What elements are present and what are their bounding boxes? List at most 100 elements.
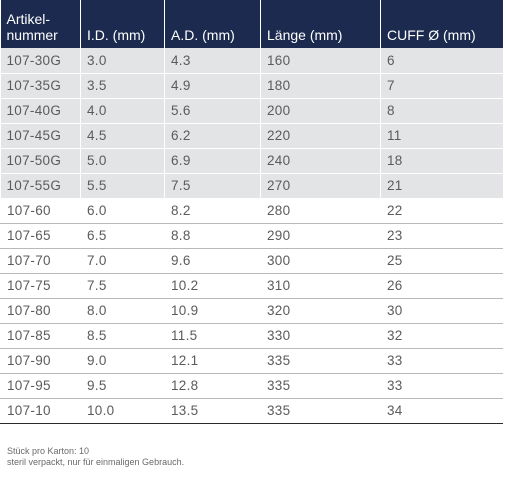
cell-inner-diameter: 10.0 — [80, 398, 165, 424]
header-inner-diameter: I.D. (mm) — [80, 0, 165, 48]
header-article-number-line2: nummer — [6, 27, 58, 43]
table-header: Artikel- nummer I.D. (mm) A.D. (mm) Läng… — [0, 0, 503, 48]
table-row: 107-85 8.5 11.5 330 32 — [0, 323, 503, 349]
cell-article-number: 107-40G — [0, 98, 81, 124]
cell-inner-diameter: 6.5 — [80, 223, 165, 249]
cell-outer-diameter: 5.6 — [164, 98, 261, 124]
cell-cuff-diameter: 6 — [380, 48, 503, 74]
cell-inner-diameter: 5.0 — [80, 148, 165, 174]
cell-length: 310 — [260, 273, 381, 299]
table-row: 107-30G 3.0 4.3 160 6 — [0, 48, 503, 74]
header-article-number: Artikel- nummer — [0, 0, 81, 48]
cell-length: 280 — [260, 198, 381, 224]
cell-cuff-diameter: 25 — [380, 248, 503, 274]
cell-inner-diameter: 3.5 — [80, 73, 165, 99]
cell-outer-diameter: 10.9 — [164, 298, 261, 324]
cell-outer-diameter: 8.2 — [164, 198, 261, 224]
cell-inner-diameter: 7.0 — [80, 248, 165, 274]
cell-article-number: 107-10 — [0, 398, 81, 424]
cell-article-number: 107-75 — [0, 273, 81, 299]
cell-inner-diameter: 9.5 — [80, 373, 165, 399]
cell-cuff-diameter: 34 — [380, 398, 503, 424]
cell-article-number: 107-35G — [0, 73, 81, 99]
cell-inner-diameter: 5.5 — [80, 173, 165, 199]
table-row: 107-10 10.0 13.5 335 34 — [0, 398, 503, 424]
cell-length: 320 — [260, 298, 381, 324]
cell-article-number: 107-85 — [0, 323, 81, 349]
cell-article-number: 107-30G — [0, 48, 81, 74]
cell-article-number: 107-90 — [0, 348, 81, 374]
cell-length: 290 — [260, 223, 381, 249]
header-article-number-line1: Artikel- — [6, 11, 51, 27]
header-length: Länge (mm) — [260, 0, 381, 48]
footnote-sterile-single-use: steril verpackt, nur für einmaligen Gebr… — [7, 457, 185, 467]
cell-article-number: 107-55G — [0, 173, 81, 199]
cell-cuff-diameter: 33 — [380, 348, 503, 374]
cell-inner-diameter: 3.0 — [80, 48, 165, 74]
cell-cuff-diameter: 30 — [380, 298, 503, 324]
cell-article-number: 107-70 — [0, 248, 81, 274]
table-row: 107-45G 4.5 6.2 220 11 — [0, 123, 503, 149]
cell-article-number: 107-65 — [0, 223, 81, 249]
cell-cuff-diameter: 8 — [380, 98, 503, 124]
table-row: 107-75 7.5 10.2 310 26 — [0, 273, 503, 299]
cell-outer-diameter: 13.5 — [164, 398, 261, 424]
cell-cuff-diameter: 33 — [380, 373, 503, 399]
table-row: 107-40G 4.0 5.6 200 8 — [0, 98, 503, 124]
cell-length: 335 — [260, 373, 381, 399]
cell-outer-diameter: 9.6 — [164, 248, 261, 274]
cell-length: 240 — [260, 148, 381, 174]
cell-article-number: 107-45G — [0, 123, 81, 149]
cell-article-number: 107-80 — [0, 298, 81, 324]
header-row: Artikel- nummer I.D. (mm) A.D. (mm) Läng… — [0, 0, 503, 48]
cell-article-number: 107-95 — [0, 373, 81, 399]
cell-length: 270 — [260, 173, 381, 199]
cell-cuff-diameter: 22 — [380, 198, 503, 224]
table-row: 107-95 9.5 12.8 335 33 — [0, 373, 503, 399]
cell-cuff-diameter: 21 — [380, 173, 503, 199]
table-row: 107-55G 5.5 7.5 270 21 — [0, 173, 503, 199]
cell-outer-diameter: 11.5 — [164, 323, 261, 349]
cell-inner-diameter: 4.0 — [80, 98, 165, 124]
cell-length: 330 — [260, 323, 381, 349]
cell-cuff-diameter: 26 — [380, 273, 503, 299]
cell-length: 300 — [260, 248, 381, 274]
cell-article-number: 107-50G — [0, 148, 81, 174]
cell-outer-diameter: 12.1 — [164, 348, 261, 374]
cell-cuff-diameter: 7 — [380, 73, 503, 99]
cell-length: 220 — [260, 123, 381, 149]
table-row: 107-60 6.0 8.2 280 22 — [0, 198, 503, 224]
table-row: 107-80 8.0 10.9 320 30 — [0, 298, 503, 324]
footnote-units-per-box: Stück pro Karton: 10 — [7, 446, 90, 456]
header-outer-diameter: A.D. (mm) — [164, 0, 261, 48]
cell-outer-diameter: 4.9 — [164, 73, 261, 99]
cell-inner-diameter: 4.5 — [80, 123, 165, 149]
table-row: 107-90 9.0 12.1 335 33 — [0, 348, 503, 374]
cell-cuff-diameter: 18 — [380, 148, 503, 174]
footnotes: Stück pro Karton: 10 steril verpackt, nu… — [7, 446, 184, 468]
cell-inner-diameter: 6.0 — [80, 198, 165, 224]
header-cuff-diameter: CUFF Ø (mm) — [380, 0, 503, 48]
cell-outer-diameter: 8.8 — [164, 223, 261, 249]
cell-outer-diameter: 6.2 — [164, 123, 261, 149]
cell-inner-diameter: 8.0 — [80, 298, 165, 324]
cell-inner-diameter: 9.0 — [80, 348, 165, 374]
cell-outer-diameter: 12.8 — [164, 373, 261, 399]
table-row: 107-50G 5.0 6.9 240 18 — [0, 148, 503, 174]
table-body: 107-30G 3.0 4.3 160 6 107-35G 3.5 4.9 180 7 107-40… — [0, 48, 503, 424]
table-row: 107-65 6.5 8.8 290 23 — [0, 223, 503, 249]
cell-outer-diameter: 4.3 — [164, 48, 261, 74]
cell-outer-diameter: 6.9 — [164, 148, 261, 174]
table-row: 107-35G 3.5 4.9 180 7 — [0, 73, 503, 99]
table-row: 107-70 7.0 9.6 300 25 — [0, 248, 503, 274]
cell-length: 335 — [260, 398, 381, 424]
cell-length: 160 — [260, 48, 381, 74]
cell-outer-diameter: 10.2 — [164, 273, 261, 299]
cell-cuff-diameter: 23 — [380, 223, 503, 249]
product-spec-table: Artikel- nummer I.D. (mm) A.D. (mm) Läng… — [0, 0, 503, 424]
cell-cuff-diameter: 11 — [380, 123, 503, 149]
cell-length: 335 — [260, 348, 381, 374]
cell-outer-diameter: 7.5 — [164, 173, 261, 199]
cell-length: 200 — [260, 98, 381, 124]
